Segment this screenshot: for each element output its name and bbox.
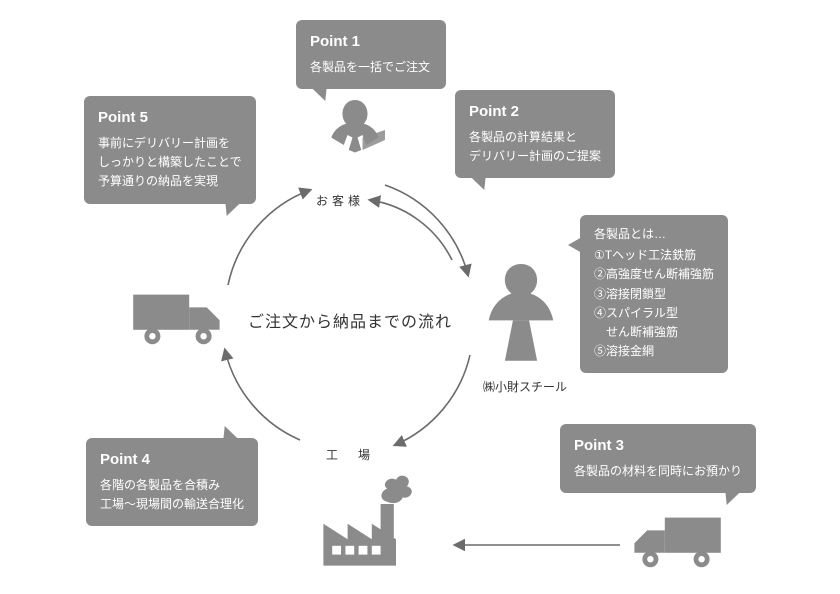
company-icon [478, 260, 564, 370]
bubble-point4: Point 4 各階の各製品を合積み 工場～現場間の輸送合理化 [86, 438, 258, 526]
bubble-title: Point 1 [310, 30, 432, 54]
bubble-title: Point 2 [469, 100, 601, 124]
bubble-title: Point 4 [100, 448, 244, 472]
factory-icon [308, 460, 418, 570]
bubble-products: 各製品とは… ①Tヘッド工法鉄筋 ②高強度せん断補強筋 ③溶接閉鎖型 ④スパイラ… [580, 215, 728, 373]
center-title: ご注文から納品までの流れ [248, 308, 452, 332]
bubble-point3: Point 3 各製品の材料を同時にお預かり [560, 424, 756, 493]
truck-left-icon [130, 285, 226, 349]
diagram-stage: ご注文から納品までの流れ お客様 ㈱小財スチール 工 場 [0, 0, 840, 594]
customer-label: お客様 [316, 192, 364, 209]
bubble-title: Point 3 [574, 434, 742, 458]
customer-icon [315, 95, 395, 185]
bubble-point1: Point 1 各製品を一括でご注文 [296, 20, 446, 89]
factory-label: 工 場 [326, 446, 374, 463]
bubble-point2: Point 2 各製品の計算結果と デリバリー計画のご提案 [455, 90, 615, 178]
company-label: ㈱小財スチール [483, 378, 567, 395]
truck-right-icon [628, 508, 724, 572]
bubble-title: Point 5 [98, 106, 242, 130]
bubble-point5: Point 5 事前にデリバリー計画を しっかりと構築したことで 予算通りの納品… [84, 96, 256, 204]
